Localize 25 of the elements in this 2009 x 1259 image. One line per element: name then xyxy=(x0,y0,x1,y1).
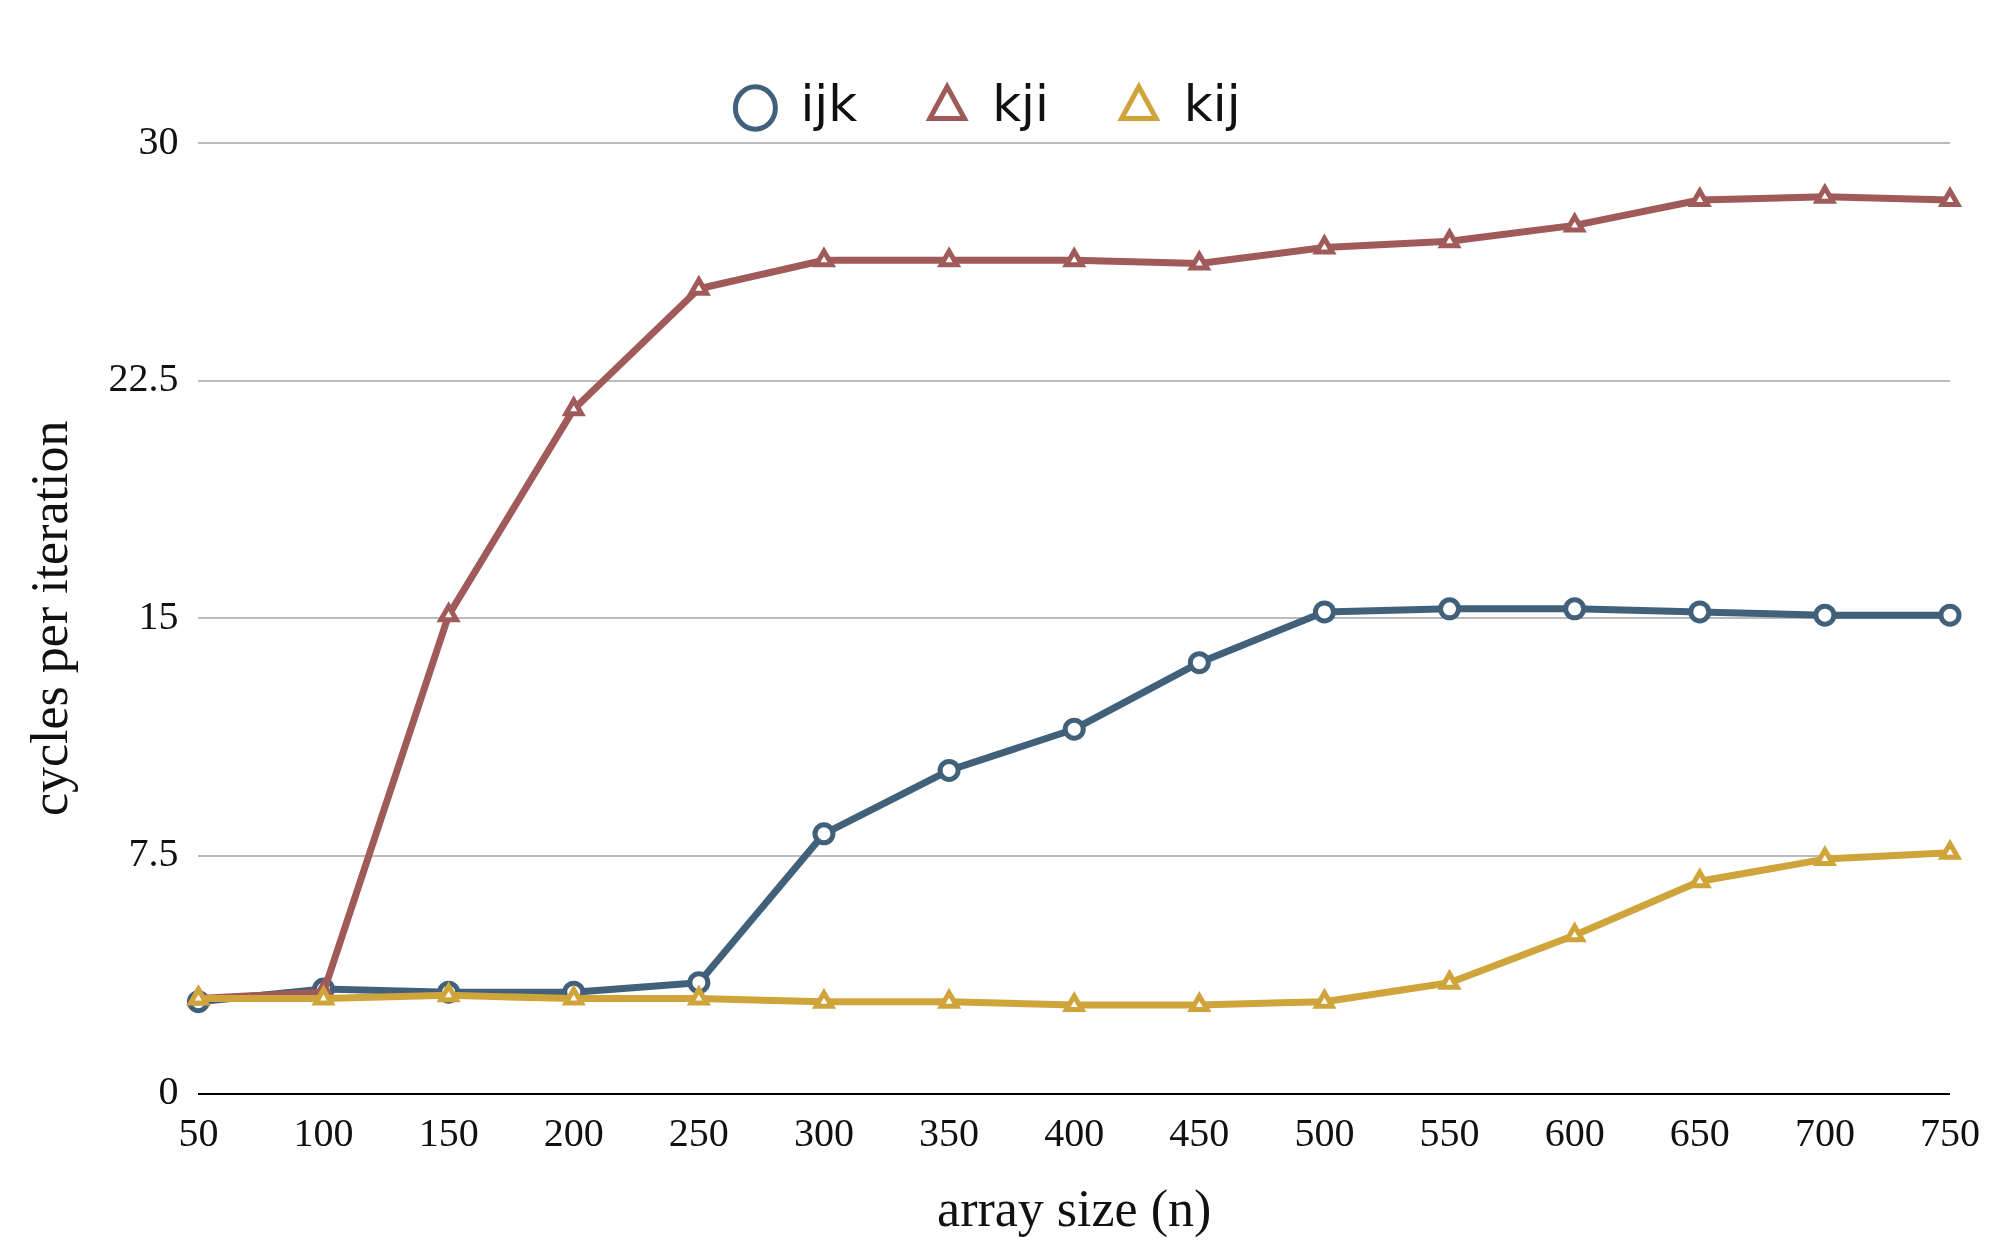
x-tick-label: 100 xyxy=(293,1110,354,1156)
y-tick-label: 0 xyxy=(158,1068,179,1114)
x-tick-label: 450 xyxy=(1169,1110,1230,1156)
x-tick-label: 750 xyxy=(1920,1110,1980,1156)
legend-label: kij xyxy=(1183,74,1241,133)
legend-label: kji xyxy=(992,74,1049,133)
y-tick-label: 22.5 xyxy=(108,355,179,401)
x-tick-label: 350 xyxy=(919,1110,980,1156)
x-tick-label: 400 xyxy=(1044,1110,1105,1156)
x-tick-label: 150 xyxy=(418,1110,479,1156)
x-tick-label: 700 xyxy=(1794,1110,1855,1156)
x-tick-label: 650 xyxy=(1669,1110,1730,1156)
x-tick-label: 200 xyxy=(543,1110,604,1156)
legend-label: ijk xyxy=(800,74,858,133)
y-axis-title: cycles per iteration xyxy=(20,420,78,817)
x-tick-label: 300 xyxy=(793,1110,854,1156)
x-tick-label: 600 xyxy=(1544,1110,1605,1156)
y-tick-label: 15 xyxy=(138,592,179,638)
x-tick-label: 550 xyxy=(1419,1110,1480,1156)
x-axis-title: array size (n) xyxy=(937,1180,1212,1239)
y-tick-label: 7.5 xyxy=(128,830,179,876)
x-tick-label: 250 xyxy=(668,1110,729,1156)
y-tick-label: 30 xyxy=(138,117,179,163)
x-tick-label: 50 xyxy=(178,1110,219,1156)
x-tick-label: 500 xyxy=(1294,1110,1355,1156)
